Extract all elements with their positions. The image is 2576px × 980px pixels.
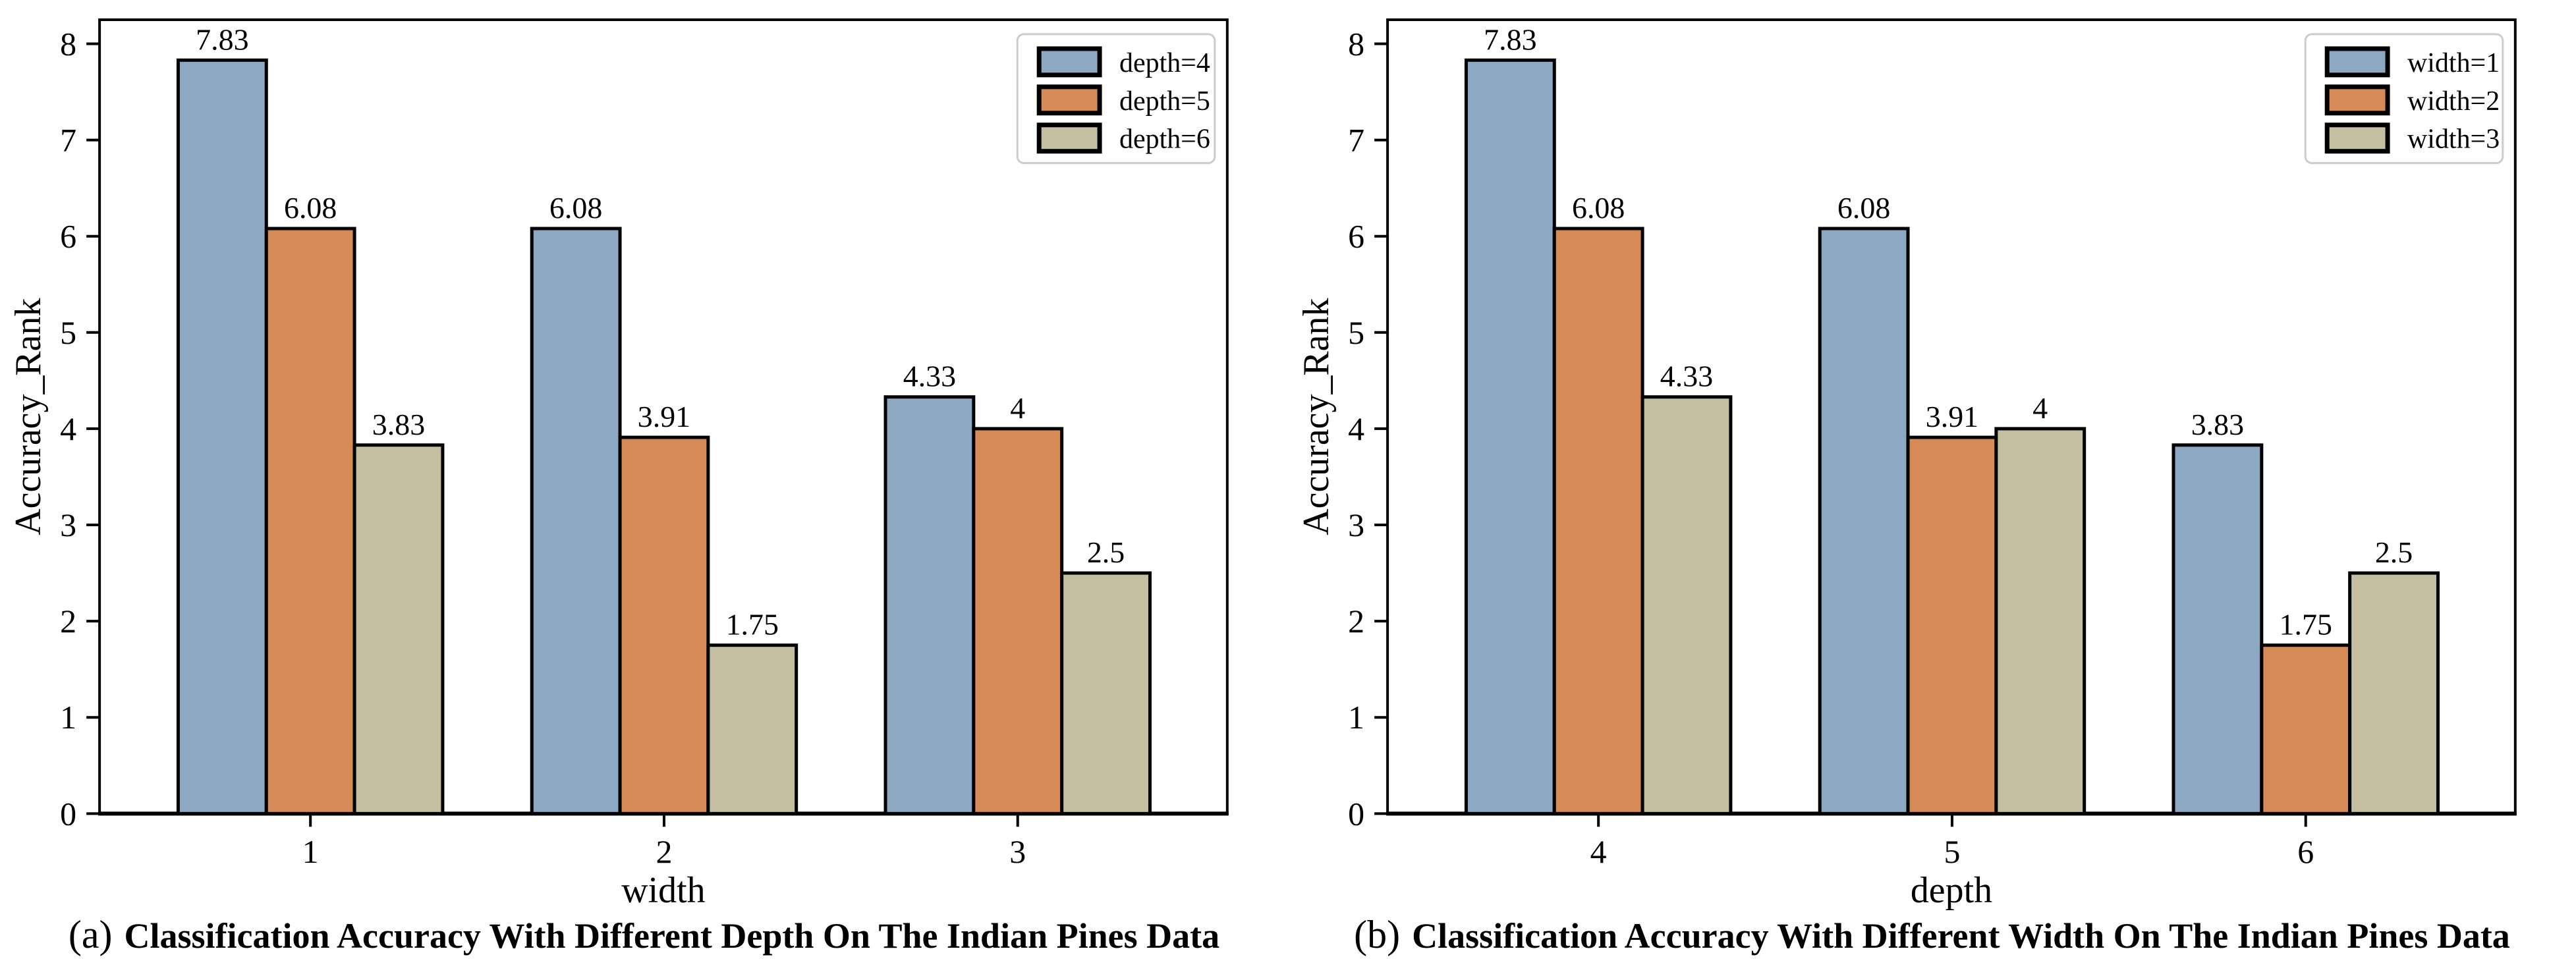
legend: width=1 width=2 width=3 [2304,33,2504,165]
x-axis-label: depth [1911,870,1992,911]
y-tick-label: 0 [1348,796,1364,832]
bar-value-label: 2.5 [1087,535,1125,569]
bar [1906,435,1998,815]
y-axis-label: Accuracy_Rank [1296,298,1337,535]
legend-label: width=2 [2407,86,2500,117]
y-tick-label: 5 [60,315,76,351]
legend-swatch [2324,46,2390,78]
bar-chart-b: 0 1 2 3 4 5 6 7 8 4 5 6 7.83 6.08 3.83 6.08 3.91 1.75 4.33… [1296,18,2517,911]
legend: depth=4 depth=5 depth=6 [1016,33,1216,165]
bar [972,427,1064,815]
x-tick-label: 4 [1590,834,1607,870]
bar-value-label: 4.33 [903,360,956,393]
y-tick-label: 5 [1348,315,1364,351]
bar [1818,227,1910,815]
caption-a-title: Classification Accuracy With Different D… [124,916,1220,956]
bar-value-label: 6.08 [284,191,337,225]
legend-label: width=1 [2407,48,2500,78]
bar-value-label: 6.08 [549,191,602,225]
caption-a: (a) Classification Accuracy With Differe… [0,911,1288,980]
legend-swatch [1036,46,1102,78]
legend-swatch [2324,84,2390,116]
y-tick-label: 6 [60,219,76,255]
bar-value-label: 3.91 [1926,400,1978,433]
legend-label: depth=4 [1119,48,1210,78]
y-tick-label: 2 [1348,603,1364,640]
bar-chart-a: 0 1 2 3 4 5 6 7 8 1 2 3 7.83 6.08 4.33 6.08 3.91 4 3.83 1.7… [8,18,1229,911]
bar [2260,643,2352,815]
x-tick-label: 3 [1009,834,1026,870]
x-tick-label: 5 [1944,834,1960,870]
y-tick-label: 1 [1348,699,1364,736]
y-tick-label: 1 [60,699,76,736]
bar [706,643,798,815]
y-tick-label: 4 [1348,411,1364,447]
bar [176,58,268,815]
bar-value-label: 3.91 [638,400,690,433]
bar-value-label: 7.83 [1484,22,1536,56]
bar-value-label: 2.5 [2375,535,2413,569]
x-tick-label: 2 [656,834,672,870]
y-tick-label: 7 [60,122,76,159]
bar [618,435,710,815]
bar [1640,395,1733,815]
legend-label: depth=5 [1119,86,1210,117]
legend-swatch [1036,122,1102,154]
y-tick-label: 4 [60,411,76,447]
x-tick-label: 6 [2297,834,2314,870]
bar-value-label: 6.08 [1837,191,1890,225]
y-tick-label: 0 [60,796,76,832]
y-tick-label: 7 [1348,122,1364,159]
legend-label: depth=6 [1119,124,1210,155]
bar [2348,571,2440,815]
y-tick-label: 3 [60,507,76,543]
caption-b-title: Classification Accuracy With Different W… [1412,916,2510,956]
caption-b-prefix: (b) [1354,913,1401,957]
legend-label: width=3 [2407,124,2500,155]
caption-a-prefix: (a) [68,913,113,957]
legend-swatch [1036,84,1102,116]
y-axis-label: Accuracy_Rank [8,298,49,535]
y-tick-label: 2 [60,603,76,640]
bar [1060,571,1152,815]
bar [1464,58,1556,815]
y-tick-label: 3 [1348,507,1364,543]
bar-value-label: 3.83 [372,408,425,441]
bar [1552,227,1644,815]
x-tick-label: 1 [302,834,319,870]
bar [1994,427,2086,815]
bar-value-label: 1.75 [2280,608,2332,641]
legend-swatch [2324,122,2390,154]
figure-panel-a: 0 1 2 3 4 5 6 7 8 1 2 3 7.83 6.08 4.33 6.08 3.91 4 3.83 1.7… [0,18,1288,980]
bar [883,395,976,815]
bar-value-label: 3.83 [2191,408,2244,441]
bar-value-label: 4.33 [1660,360,1713,393]
bar-value-label: 6.08 [1572,191,1625,225]
bar [352,443,445,815]
bar-value-label: 4 [1010,391,1025,425]
x-axis-label: width [621,870,705,911]
bar-value-label: 7.83 [196,22,248,56]
bar [530,227,622,815]
y-tick-label: 8 [60,26,76,62]
bar [264,227,356,815]
figure-panel-b: 0 1 2 3 4 5 6 7 8 4 5 6 7.83 6.08 3.83 6.08 3.91 1.75 4.33… [1288,0,2576,980]
caption-b: (b) Classification Accuracy With Differe… [1288,911,2576,980]
y-tick-label: 6 [1348,219,1364,255]
bar-value-label: 1.75 [726,608,779,641]
bar [2171,443,2264,815]
bar-value-label: 4 [2032,391,2048,425]
y-tick-label: 8 [1348,26,1364,62]
